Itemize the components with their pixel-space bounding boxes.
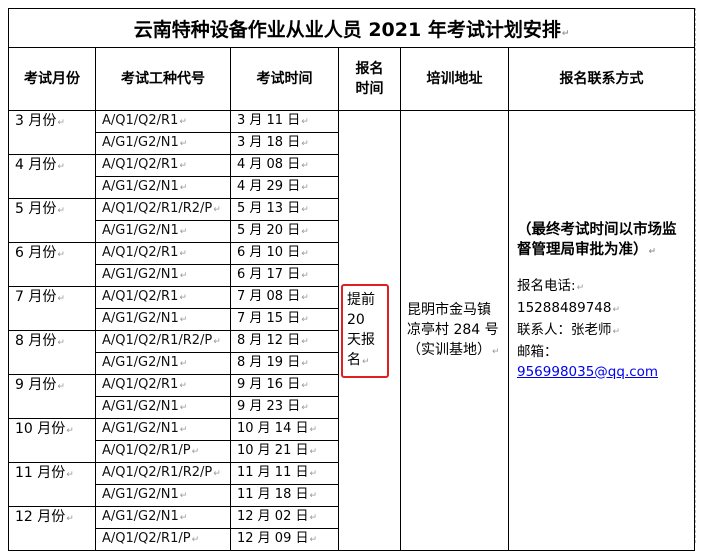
exam-date-cell: 6 月 10 日 [230,242,339,265]
exam-date-cell: 8 月 12 日 [230,330,339,353]
exam-date-cell: 11 月 11 日 [230,462,339,485]
signup-time-highlight: 提前 20 天报名 [341,283,389,378]
month-cell: 11 月份 [8,462,96,507]
exam-code-cell: A/Q1/Q2/R1 [95,154,231,177]
table-row: 8 月份A/Q1/Q2/R1/R2/P8 月 12 日 [8,330,695,375]
exam-code-cell: A/Q1/Q2/R1 [95,374,231,397]
exam-code-cell: A/Q1/Q2/R1 [95,242,231,265]
table-row: 11 月份A/Q1/Q2/R1/R2/P11 月 11 日 [8,462,695,507]
exam-date-cell: 9 月 23 日 [230,396,339,419]
exam-date-cell: 4 月 08 日 [230,154,339,177]
table-row: 3 月份A/Q1/Q2/R13 月 11 日提前 20 天报名昆明市金马镇凉亭村… [8,110,696,551]
month-cell: 4 月份 [8,154,96,199]
exam-date-cell: 11 月 18 日 [230,484,339,507]
table-row: 7 月份A/Q1/Q2/R17 月 08 日 [8,286,695,331]
header-address: 培训地址 [400,47,509,111]
header-row: 考试月份 考试工种代号 考试时间 报名时间 培训地址 报名联系方式 [8,47,696,111]
header-month: 考试月份 [8,47,96,111]
exam-schedule-table: 云南特种设备作业从业人员 2021 年考试计划安排 考试月份 考试工种代号 考试… [7,8,696,551]
exam-code-cell: A/G1/G2/N1 [95,418,231,441]
exam-code-cell: A/G1/G2/N1 [95,484,231,507]
table-row: 5 月份A/Q1/Q2/R1/R2/P5 月 13 日 [8,198,695,243]
table-row: A/G1/G2/N18 月 19 日 [9,352,695,375]
table-row: 10 月份A/G1/G2/N110 月 14 日 [8,418,695,463]
exam-date-cell: 12 月 09 日 [230,528,339,551]
table-row: 6 月份A/Q1/Q2/R16 月 10 日 [8,242,695,287]
exam-date-cell: 10 月 14 日 [230,418,339,441]
table-row: A/G1/G2/N111 月 18 日 [9,484,695,507]
header-date: 考试时间 [230,47,339,111]
header-contact: 报名联系方式 [507,47,696,111]
phone-label: 报名电话: [517,276,688,298]
email-link[interactable]: 956998035@qq.com [517,363,659,380]
exam-date-cell: 9 月 16 日 [230,374,339,397]
exam-code-cell: A/G1/G2/N1 [95,396,231,419]
exam-date-cell: 4 月 29 日 [230,176,339,199]
table-row: A/G1/G2/N13 月 18 日 [9,132,695,155]
contact-person: 联系人：张老师 [517,320,688,342]
exam-date-cell: 3 月 11 日 [230,110,339,133]
exam-code-cell: A/Q1/Q2/R1/P [95,440,231,463]
month-cell: 12 月份 [8,506,96,551]
table-row: 4 月份A/Q1/Q2/R14 月 08 日 [8,154,695,199]
exam-code-cell: A/Q1/Q2/R1 [95,110,231,133]
exam-code-cell: A/G1/G2/N1 [95,264,231,287]
exam-code-cell: A/Q1/Q2/R1 [95,286,231,309]
exam-date-cell: 7 月 08 日 [230,286,339,309]
page-title: 云南特种设备作业从业人员 2021 年考试计划安排 [7,8,696,48]
exam-code-cell: A/Q1/Q2/R1/P [95,528,231,551]
exam-code-cell: A/G1/G2/N1 [95,506,231,529]
exam-date-cell: 12 月 02 日 [230,506,339,529]
exam-code-cell: A/G1/G2/N1 [95,352,231,375]
table-row: A/G1/G2/N17 月 15 日 [9,308,695,331]
signup-time-cell: 提前 20 天报名 [338,110,401,551]
phone-number: 15288489748 [517,298,688,320]
table-row: A/G1/G2/N15 月 20 日 [9,220,695,243]
table-row: 9 月份A/Q1/Q2/R19 月 16 日 [8,374,695,419]
exam-date-cell: 8 月 19 日 [230,352,339,375]
month-cell: 7 月份 [8,286,96,331]
month-cell: 10 月份 [8,418,96,463]
approval-note: （最终考试时间以市场监督管理局审批为准） [517,220,688,262]
training-address-cell: 昆明市金马镇凉亭村 284 号（实训基地） [400,110,509,551]
exam-code-cell: A/G1/G2/N1 [95,308,231,331]
exam-code-cell: A/G1/G2/N1 [95,220,231,243]
month-cell: 5 月份 [8,198,96,243]
exam-code-cell: A/Q1/Q2/R1/R2/P [95,198,231,221]
month-cell: 8 月份 [8,330,96,375]
table-row: A/G1/G2/N14 月 29 日 [9,176,695,199]
exam-date-cell: 7 月 15 日 [230,308,339,331]
exam-date-cell: 6 月 17 日 [230,264,339,287]
exam-date-cell: 5 月 20 日 [230,220,339,243]
exam-code-cell: A/Q1/Q2/R1/R2/P [95,462,231,485]
exam-date-cell: 3 月 18 日 [230,132,339,155]
exam-code-cell: A/G1/G2/N1 [95,176,231,199]
exam-code-cell: A/Q1/Q2/R1/R2/P [95,330,231,353]
page-margin-marker [695,8,701,543]
header-code: 考试工种代号 [95,47,231,111]
exam-date-cell: 10 月 21 日 [230,440,339,463]
email-label: 邮箱： [517,343,558,360]
month-cell: 6 月份 [8,242,96,287]
contact-cell: （最终考试时间以市场监督管理局审批为准） 报名电话: 15288489748 联… [507,110,696,551]
header-signup: 报名时间 [338,47,401,111]
month-cell: 9 月份 [8,374,96,419]
exam-code-cell: A/G1/G2/N1 [95,132,231,155]
month-cell: 3 月份 [8,110,96,155]
exam-date-cell: 5 月 13 日 [230,198,339,221]
table-row: A/G1/G2/N16 月 17 日 [9,264,695,287]
table-row: A/Q1/Q2/R1/P10 月 21 日 [9,440,695,463]
